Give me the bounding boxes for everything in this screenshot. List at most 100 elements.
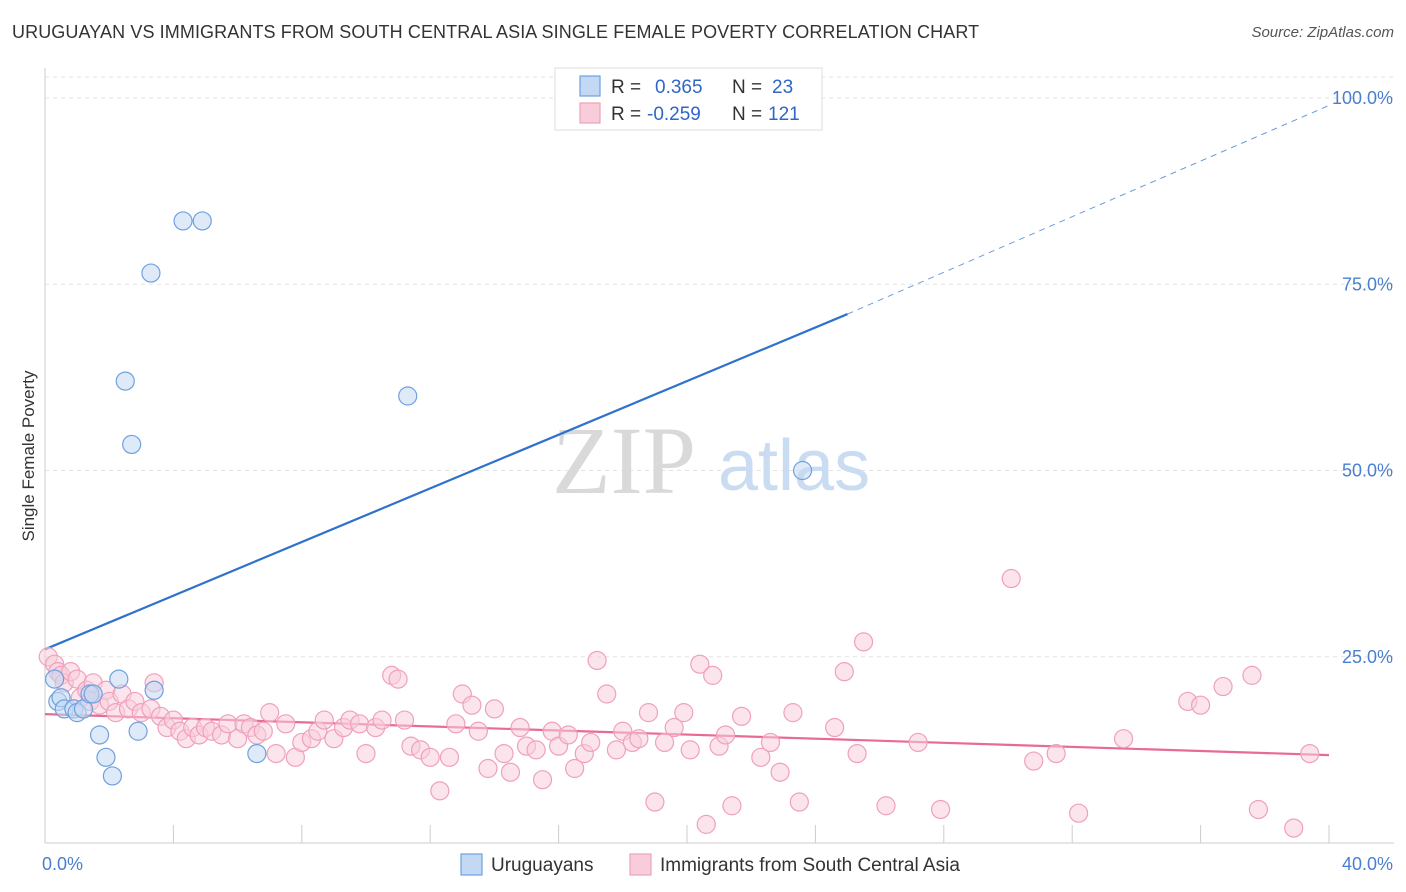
watermark-zip: ZIP — [552, 407, 696, 514]
point-immigrant-77 — [581, 732, 601, 753]
point-immigrant-119 — [1284, 818, 1304, 838]
point-uruguayan-19 — [192, 211, 212, 231]
point-immigrant-66 — [494, 743, 514, 764]
point-immigrant-80 — [606, 740, 626, 760]
point-immigrant-83 — [629, 729, 649, 749]
legend-r-label-2: R = — [611, 104, 641, 125]
point-immigrant-60 — [446, 714, 466, 734]
y-tick-label-0: 25.0% — [1342, 647, 1393, 667]
point-uruguayan-15 — [128, 721, 148, 741]
point-immigrant-71 — [532, 770, 553, 790]
point-immigrant-65 — [484, 699, 504, 719]
point-immigrant-54 — [394, 710, 415, 730]
point-immigrant-106 — [876, 796, 896, 816]
legend-n-value-2: 121 — [768, 104, 800, 125]
watermark-atlas: atlas — [718, 426, 870, 506]
point-immigrant-90 — [690, 654, 710, 674]
point-immigrant-103 — [834, 662, 854, 682]
point-immigrant-49 — [356, 743, 376, 764]
point-immigrant-38 — [266, 743, 286, 764]
legend-r-value-2: -0.259 — [647, 104, 701, 125]
point-immigrant-85 — [645, 792, 665, 812]
point-immigrant-44 — [314, 710, 334, 730]
point-immigrant-97 — [751, 747, 771, 767]
point-immigrant-108 — [930, 799, 951, 820]
point-immigrant-116 — [1213, 676, 1233, 697]
point-immigrant-84 — [638, 703, 659, 723]
point-immigrant-68 — [510, 717, 530, 738]
legend-r-label-1: R = — [611, 77, 641, 98]
point-immigrant-79 — [597, 684, 617, 704]
point-uruguayan-8 — [83, 684, 103, 704]
y-tick-label-2: 75.0% — [1342, 274, 1393, 294]
chart-title: URUGUAYAN VS IMMIGRANTS FROM SOUTH CENTR… — [12, 22, 980, 42]
y-tick-label-1: 50.0% — [1342, 461, 1393, 481]
legend-swatch-immigrants — [579, 102, 601, 124]
legend-bottom-swatch-uruguayans — [460, 853, 483, 876]
point-immigrant-112 — [1069, 803, 1089, 823]
point-immigrant-107 — [908, 732, 928, 753]
point-uruguayan-13 — [115, 371, 135, 391]
point-immigrant-63 — [468, 721, 488, 741]
point-immigrant-102 — [825, 717, 845, 738]
point-immigrant-91 — [696, 814, 716, 834]
point-uruguayan-9 — [89, 725, 110, 745]
point-immigrant-110 — [1024, 751, 1044, 771]
point-immigrant-39 — [276, 714, 296, 734]
point-immigrant-74 — [558, 725, 578, 745]
point-uruguayan-12 — [109, 669, 129, 689]
point-immigrant-115 — [1190, 695, 1211, 715]
point-immigrant-113 — [1113, 729, 1134, 749]
point-immigrant-36 — [253, 721, 273, 741]
legend-top: R = 0.365 N = 23 R = -0.259 N = 121 — [554, 67, 823, 131]
legend-n-value-1: 23 — [772, 77, 793, 98]
trendline-extension-uruguayans — [847, 104, 1330, 315]
point-immigrant-53 — [388, 669, 408, 689]
point-immigrant-98 — [760, 732, 781, 753]
point-immigrant-109 — [1001, 568, 1021, 589]
point-immigrant-117 — [1242, 665, 1262, 685]
point-immigrant-118 — [1248, 799, 1268, 820]
point-immigrant-62 — [462, 695, 482, 715]
point-immigrant-64 — [478, 758, 498, 779]
point-uruguayan-22 — [792, 460, 813, 481]
point-immigrant-88 — [674, 703, 694, 723]
legend-bottom-label-uruguayans: Uruguayans — [491, 855, 593, 876]
watermark: ZIP atlas — [552, 407, 870, 514]
legend-r-value-1: 0.365 — [655, 77, 703, 98]
point-immigrant-67 — [500, 762, 521, 782]
point-immigrant-48 — [349, 714, 370, 734]
legend-swatch-uruguayans — [579, 75, 601, 97]
point-immigrant-87 — [664, 717, 684, 738]
legend-bottom-swatch-immigrants — [629, 853, 652, 876]
trendlines — [44, 104, 1330, 757]
point-uruguayan-21 — [398, 386, 418, 406]
point-uruguayan-10 — [96, 747, 116, 767]
point-uruguayan-16 — [141, 263, 161, 283]
point-immigrant-105 — [853, 632, 874, 652]
legend-n-label-1: N = — [732, 77, 762, 98]
point-immigrant-99 — [770, 762, 790, 782]
x-tick-label-min: 0.0% — [42, 854, 83, 874]
legend-n-label-2: N = — [732, 104, 762, 125]
axes — [44, 68, 1394, 844]
point-immigrant-104 — [847, 743, 867, 764]
point-immigrant-101 — [789, 792, 809, 812]
point-uruguayan-18 — [173, 211, 193, 231]
point-immigrant-92 — [703, 665, 723, 685]
point-immigrant-96 — [731, 706, 752, 726]
point-immigrant-78 — [587, 650, 607, 671]
legend-bottom-label-immigrants: Immigrants from South Central Asia — [660, 855, 960, 876]
point-immigrant-111 — [1046, 743, 1066, 764]
y-tick-label-3: 100.0% — [1332, 88, 1393, 108]
legend-bottom: Uruguayans Immigrants from South Central… — [460, 853, 960, 876]
chart-source: Source: ZipAtlas.com — [1251, 24, 1394, 41]
point-uruguayan-11 — [102, 766, 123, 786]
y-axis-label: Single Female Poverty — [19, 370, 38, 542]
point-immigrant-95 — [722, 796, 742, 816]
point-uruguayan-20 — [247, 743, 267, 764]
point-immigrant-86 — [654, 732, 675, 753]
point-immigrant-57 — [420, 747, 440, 767]
point-immigrant-100 — [783, 703, 803, 723]
